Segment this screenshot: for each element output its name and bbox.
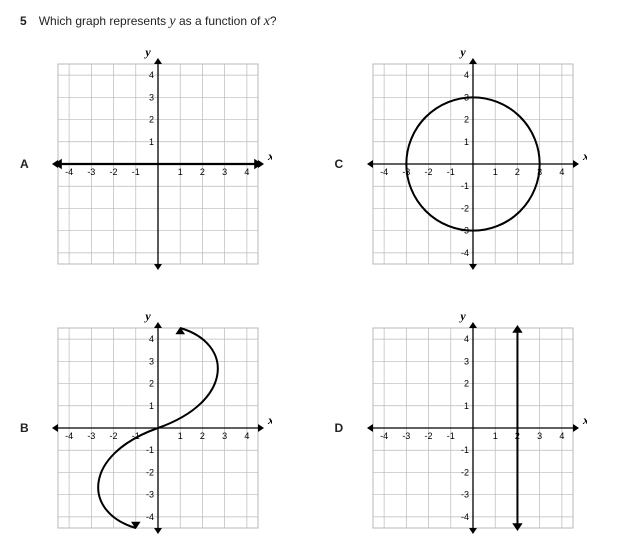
svg-text:-2: -2 bbox=[110, 431, 118, 441]
svg-text:1: 1 bbox=[492, 167, 497, 177]
svg-text:-4: -4 bbox=[380, 431, 388, 441]
svg-text:1: 1 bbox=[149, 137, 154, 147]
svg-text:x: x bbox=[267, 149, 272, 163]
svg-text:2: 2 bbox=[514, 167, 519, 177]
svg-text:-3: -3 bbox=[146, 490, 154, 500]
option-label: D bbox=[335, 421, 351, 435]
svg-text:-2: -2 bbox=[146, 467, 154, 477]
svg-text:3: 3 bbox=[463, 356, 468, 366]
svg-text:-4: -4 bbox=[65, 167, 73, 177]
svg-text:-4: -4 bbox=[65, 431, 73, 441]
option-a[interactable]: Ax y -4 -3 -2 -1 1 2 3 4 1 2 3 4 bbox=[20, 50, 299, 278]
svg-text:3: 3 bbox=[149, 356, 154, 366]
svg-text:-2: -2 bbox=[424, 167, 432, 177]
svg-text:y: y bbox=[458, 314, 466, 323]
svg-text:-3: -3 bbox=[460, 490, 468, 500]
svg-text:-1: -1 bbox=[446, 431, 454, 441]
svg-text:4: 4 bbox=[244, 167, 249, 177]
svg-text:2: 2 bbox=[200, 431, 205, 441]
svg-text:1: 1 bbox=[178, 431, 183, 441]
svg-text:-4: -4 bbox=[460, 512, 468, 522]
svg-text:3: 3 bbox=[222, 431, 227, 441]
svg-text:2: 2 bbox=[463, 115, 468, 125]
svg-text:1: 1 bbox=[178, 167, 183, 177]
svg-text:y: y bbox=[143, 314, 151, 323]
option-label: A bbox=[20, 157, 36, 171]
svg-text:4: 4 bbox=[463, 70, 468, 80]
svg-text:3: 3 bbox=[149, 92, 154, 102]
svg-text:-3: -3 bbox=[402, 431, 410, 441]
svg-text:-2: -2 bbox=[424, 431, 432, 441]
svg-text:-2: -2 bbox=[460, 467, 468, 477]
svg-text:-4: -4 bbox=[146, 512, 154, 522]
svg-text:-3: -3 bbox=[87, 167, 95, 177]
svg-text:-3: -3 bbox=[87, 431, 95, 441]
svg-text:4: 4 bbox=[149, 334, 154, 344]
svg-text:1: 1 bbox=[463, 401, 468, 411]
svg-text:-2: -2 bbox=[460, 203, 468, 213]
svg-text:-2: -2 bbox=[110, 167, 118, 177]
svg-text:-1: -1 bbox=[460, 445, 468, 455]
option-label: C bbox=[335, 157, 351, 171]
svg-text:1: 1 bbox=[463, 137, 468, 147]
graph-c: xy-4-3-2-112341234-4-3-2-1 bbox=[359, 50, 587, 278]
svg-text:3: 3 bbox=[537, 431, 542, 441]
option-b[interactable]: Bxy-4-3-2-112341234-4-3-2-1 bbox=[20, 314, 299, 542]
svg-text:2: 2 bbox=[463, 379, 468, 389]
svg-text:x: x bbox=[267, 413, 272, 427]
options-grid: Ax y -4 -3 -2 -1 1 2 3 4 1 2 3 4 Cx y -4 -3 -2 -1 1 2 3 4 1 2 3 4 -4… bbox=[20, 50, 613, 542]
svg-text:-1: -1 bbox=[446, 167, 454, 177]
question-number: 5 bbox=[20, 14, 27, 30]
svg-text:2: 2 bbox=[149, 115, 154, 125]
option-label: B bbox=[20, 421, 36, 435]
svg-text:4: 4 bbox=[559, 167, 564, 177]
svg-text:4: 4 bbox=[559, 431, 564, 441]
svg-text:4: 4 bbox=[244, 431, 249, 441]
graph-a: x y -4 -3 -2 -1 1 2 3 4 1 2 3 4 bbox=[44, 50, 272, 278]
svg-text:3: 3 bbox=[222, 167, 227, 177]
question-text: Which graph represents y as a function o… bbox=[39, 14, 277, 30]
graph-d: xy-4-3-2-112341234-4-3-2-1 bbox=[359, 314, 587, 542]
svg-text:2: 2 bbox=[200, 167, 205, 177]
svg-text:-1: -1 bbox=[132, 167, 140, 177]
question: 5 Which graph represents y as a function… bbox=[20, 14, 613, 30]
svg-text:1: 1 bbox=[149, 401, 154, 411]
svg-text:y: y bbox=[143, 50, 151, 59]
option-c[interactable]: Cxy-4-3-2-112341234-4-3-2-1 bbox=[335, 50, 614, 278]
graph-b: xy-4-3-2-112341234-4-3-2-1 bbox=[44, 314, 272, 542]
svg-text:x: x bbox=[582, 149, 587, 163]
svg-text:-1: -1 bbox=[460, 181, 468, 191]
svg-text:4: 4 bbox=[463, 334, 468, 344]
svg-text:4: 4 bbox=[149, 70, 154, 80]
svg-text:1: 1 bbox=[492, 431, 497, 441]
svg-text:-4: -4 bbox=[460, 248, 468, 258]
svg-text:y: y bbox=[458, 50, 466, 59]
svg-text:x: x bbox=[582, 413, 587, 427]
svg-text:-4: -4 bbox=[380, 167, 388, 177]
svg-text:-1: -1 bbox=[146, 445, 154, 455]
option-d[interactable]: Dxy-4-3-2-112341234-4-3-2-1 bbox=[335, 314, 614, 542]
svg-text:2: 2 bbox=[149, 379, 154, 389]
